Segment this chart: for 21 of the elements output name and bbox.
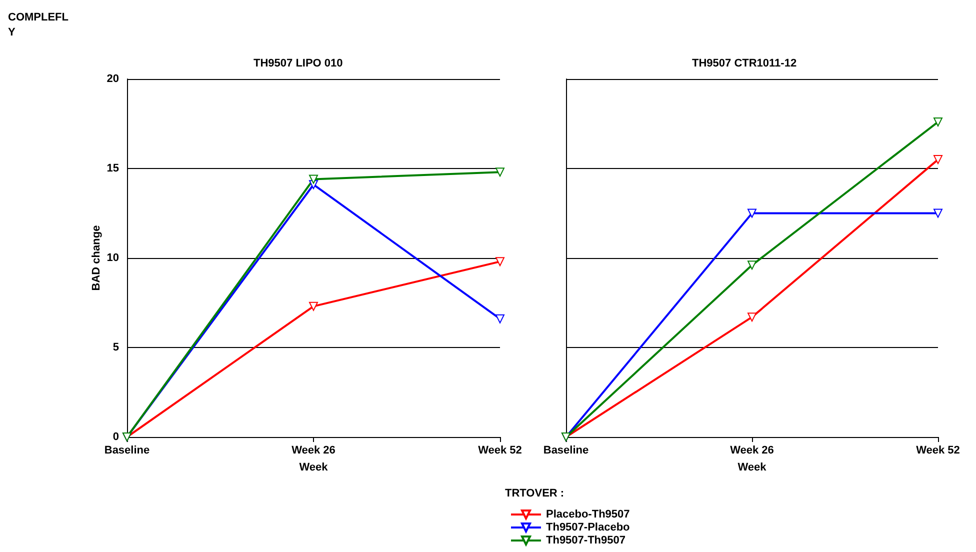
- y-axis-title: BAD change: [90, 225, 102, 291]
- y-tick-label: 20: [106, 73, 119, 85]
- legend-label: Placebo-Th9507: [546, 508, 630, 520]
- legend-label: Th9507-Th9507: [546, 534, 626, 546]
- y-tick-label: 10: [106, 252, 119, 264]
- x-axis-title: Week: [738, 462, 768, 474]
- x-tick-label: Baseline: [104, 444, 150, 456]
- text: COMPLEFL Y: [8, 12, 72, 38]
- x-tick-label: Week 26: [730, 444, 774, 456]
- x-tick-label: Week 52: [916, 444, 960, 456]
- y-tick-label: 15: [106, 162, 119, 174]
- chart-title: TH9507 LIPO 010: [254, 58, 343, 70]
- x-tick-label: Baseline: [543, 444, 589, 456]
- x-tick-label: Week 52: [478, 444, 522, 456]
- y-tick-label: 0: [112, 431, 119, 443]
- x-axis-title: Week: [299, 462, 329, 474]
- chart-title: TH9507 CTR1011-12: [692, 58, 797, 70]
- legend-label: Th9507-Placebo: [546, 522, 630, 534]
- legend-title: TRTOVER :: [505, 488, 564, 500]
- x-tick-label: Week 26: [292, 444, 336, 456]
- y-tick-label: 5: [112, 342, 119, 354]
